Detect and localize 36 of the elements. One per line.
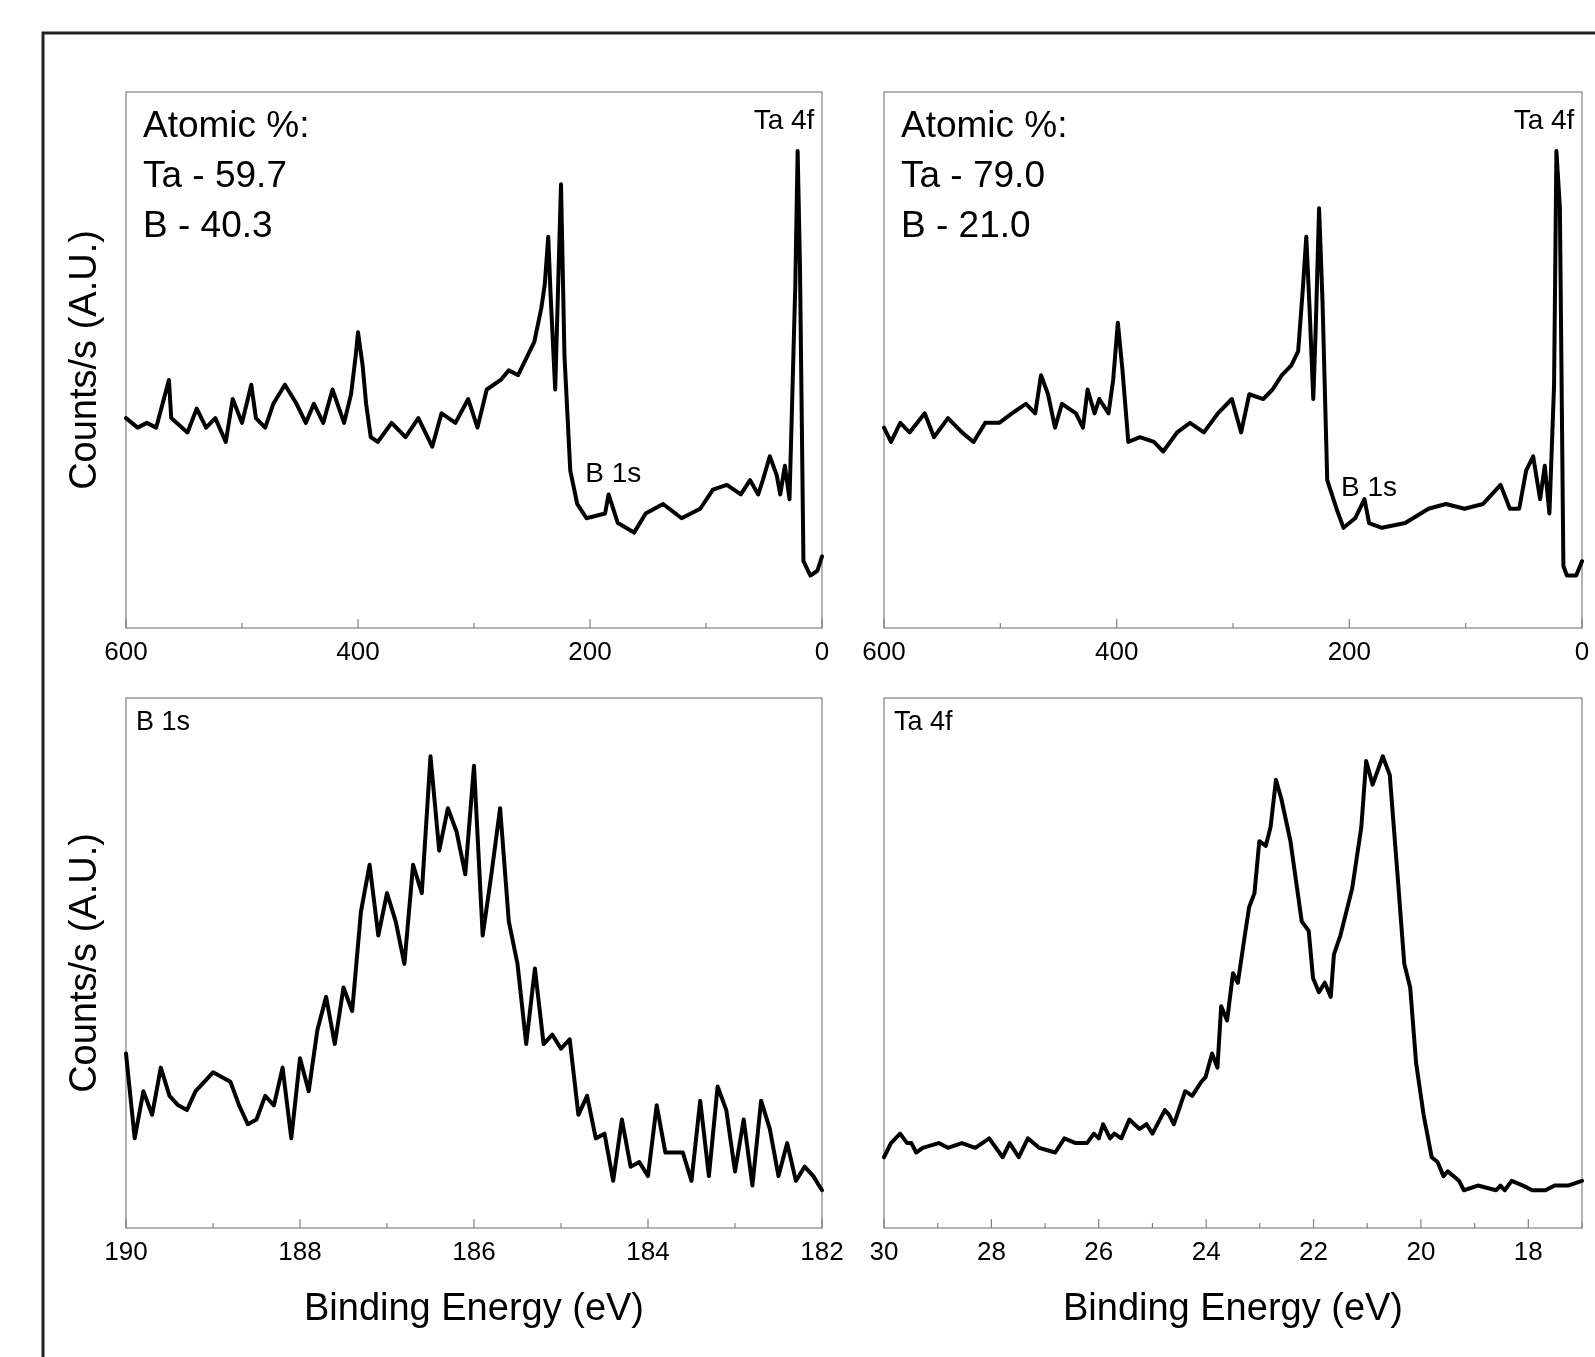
x-tick-label: 188 xyxy=(278,1236,322,1266)
annotation: B 1s xyxy=(585,456,642,488)
x-tick-label: 30 xyxy=(869,1236,899,1266)
annotation: B - 21.0 xyxy=(901,204,1031,245)
x-tick-label: 200 xyxy=(1327,636,1372,666)
text: B 1s xyxy=(136,706,191,736)
x-tick-label: 24 xyxy=(1191,1236,1221,1266)
x-tick-label: 22 xyxy=(1299,1236,1328,1266)
x-tick-label: 400 xyxy=(1094,636,1139,666)
text: Atomic %: xyxy=(901,104,1068,145)
x-axis-title: Binding Energy (eV) xyxy=(1062,1286,1404,1328)
x-tick-label: 18 xyxy=(1513,1236,1543,1266)
annotation: B - 40.3 xyxy=(143,204,273,245)
x-tick-label: 400 xyxy=(336,636,380,666)
annotation: Ta 4f xyxy=(753,103,815,135)
x-tick-label: 0 xyxy=(1574,636,1590,666)
x-tick-label: 184 xyxy=(626,1236,670,1266)
x-tick-label: 20 xyxy=(1406,1236,1436,1266)
x-axis-title: Binding Energy (eV) xyxy=(303,1286,645,1328)
annotation: Ta 4f xyxy=(1513,103,1575,135)
annotation: Ta - 59.7 xyxy=(143,154,287,195)
x-tick-label: 0 xyxy=(814,636,830,666)
x-tick-label: 600 xyxy=(862,636,906,666)
x-tick-label: 28 xyxy=(976,1236,1006,1266)
y-axis-title: Counts/s (A.U.) xyxy=(62,833,104,1093)
x-tick-label: 182 xyxy=(800,1236,844,1266)
text: Ta 4f xyxy=(894,706,954,736)
text: Atomic %: xyxy=(143,104,310,145)
x-tick-label: 190 xyxy=(104,1236,148,1266)
x-tick-label: 186 xyxy=(452,1236,496,1266)
x-tick-label: 26 xyxy=(1084,1236,1114,1266)
annotation: B 1s xyxy=(1341,471,1398,503)
x-tick-label: 200 xyxy=(568,636,612,666)
annotation: Ta - 79.0 xyxy=(901,154,1045,195)
x-tick-label: 600 xyxy=(104,636,148,666)
y-axis-title: Counts/s (A.U.) xyxy=(62,230,104,490)
